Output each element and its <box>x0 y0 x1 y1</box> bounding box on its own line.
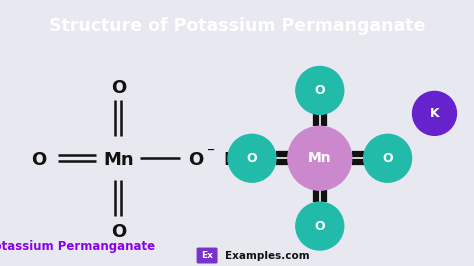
Circle shape <box>296 66 344 114</box>
Circle shape <box>364 134 411 182</box>
Text: O: O <box>383 152 393 165</box>
Text: +: + <box>239 145 247 155</box>
Text: Structure of Potassium Permanganate: Structure of Potassium Permanganate <box>49 16 425 35</box>
Text: O: O <box>110 223 126 241</box>
Circle shape <box>288 126 352 190</box>
Text: −: − <box>207 145 215 155</box>
Text: Ex: Ex <box>201 251 213 260</box>
FancyBboxPatch shape <box>197 248 218 264</box>
Circle shape <box>412 92 456 135</box>
Text: O: O <box>31 151 46 169</box>
Text: O: O <box>314 220 325 232</box>
Text: K: K <box>223 151 237 169</box>
Text: K: K <box>430 107 439 120</box>
Text: Mn: Mn <box>308 151 332 165</box>
Circle shape <box>296 202 344 250</box>
Text: O: O <box>314 84 325 97</box>
Text: O: O <box>246 152 257 165</box>
Circle shape <box>228 134 276 182</box>
Text: O: O <box>110 80 126 97</box>
Text: O: O <box>189 151 204 169</box>
Text: Potassium Permanganate: Potassium Permanganate <box>0 240 155 252</box>
Text: Mn: Mn <box>103 151 134 169</box>
Text: Examples.com: Examples.com <box>225 251 310 260</box>
